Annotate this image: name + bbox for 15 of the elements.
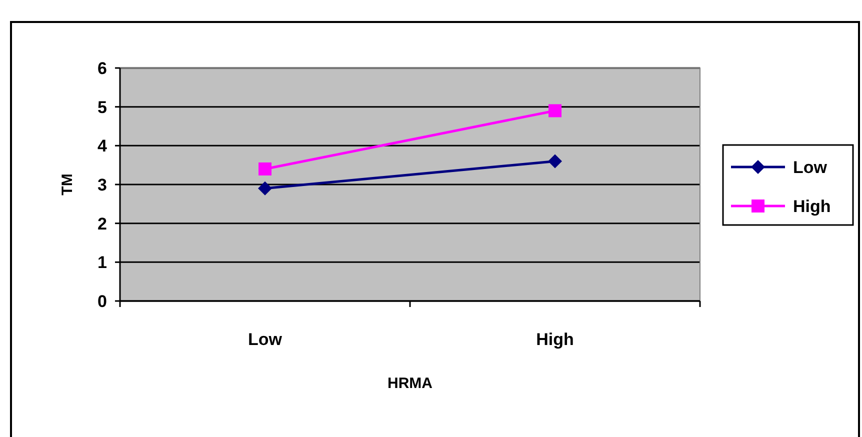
y-tick-label: 5 [98, 98, 107, 117]
point [548, 104, 562, 118]
point [258, 181, 272, 196]
y-tick-label: 6 [98, 58, 107, 78]
y-tick-label: 4 [98, 136, 108, 156]
y-tick-label: 1 [98, 253, 107, 272]
y-tick-label: 0 [98, 292, 107, 311]
point [258, 162, 272, 176]
y-axis-title: TM [59, 174, 76, 196]
y-tick-label: 2 [98, 214, 107, 234]
point [548, 154, 562, 168]
legend-label: Low [793, 158, 828, 177]
x-axis-title: HRMA [388, 375, 433, 392]
legend-label: High [793, 196, 831, 216]
y-tick-label: 3 [98, 175, 107, 194]
